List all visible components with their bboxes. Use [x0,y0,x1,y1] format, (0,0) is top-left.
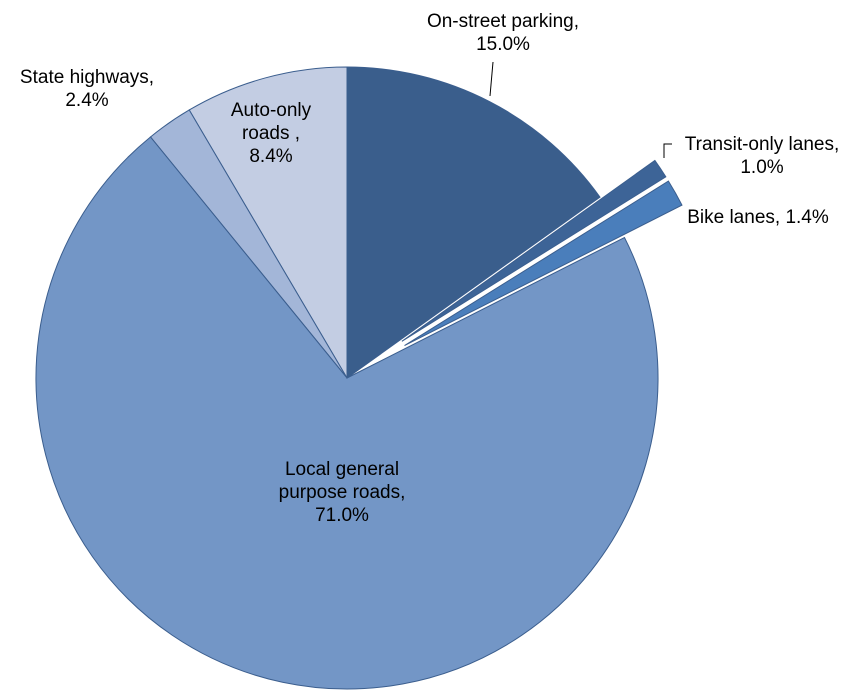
category-label: Auto-only roads , [230,100,312,144]
pie-slice [346,66,601,379]
pie-slice [401,159,667,342]
data-label: Local general purpose roads, 71.0% [262,458,422,527]
pie-slice [404,180,683,347]
category-label: Transit-only lanes, [684,134,840,155]
data-label: Auto-only roads , 8.4% [216,99,326,168]
value-label: 1.4% [785,207,829,228]
data-label: State highways, 2.4% [2,66,172,112]
data-label: On-street parking, 15.0% [393,10,613,56]
value-label: 8.4% [249,146,293,167]
category-label: State highways, [19,67,155,88]
value-label: 15.0% [476,34,530,55]
value-label: 71.0% [315,505,369,526]
value-label: 1.0% [740,157,784,178]
leader-line [663,143,672,158]
category-label: On-street parking, [426,11,580,32]
data-label: Transit-only lanes, 1.0% [662,133,857,179]
value-label: 2.4% [65,90,109,111]
data-label: Bike lanes, 1.4% [658,206,857,229]
category-label: Bike lanes, [687,207,781,228]
category-label: Local general purpose roads, [278,459,406,503]
leader-line [489,61,494,97]
pie-slice [188,66,348,380]
pie-slice [35,136,659,690]
